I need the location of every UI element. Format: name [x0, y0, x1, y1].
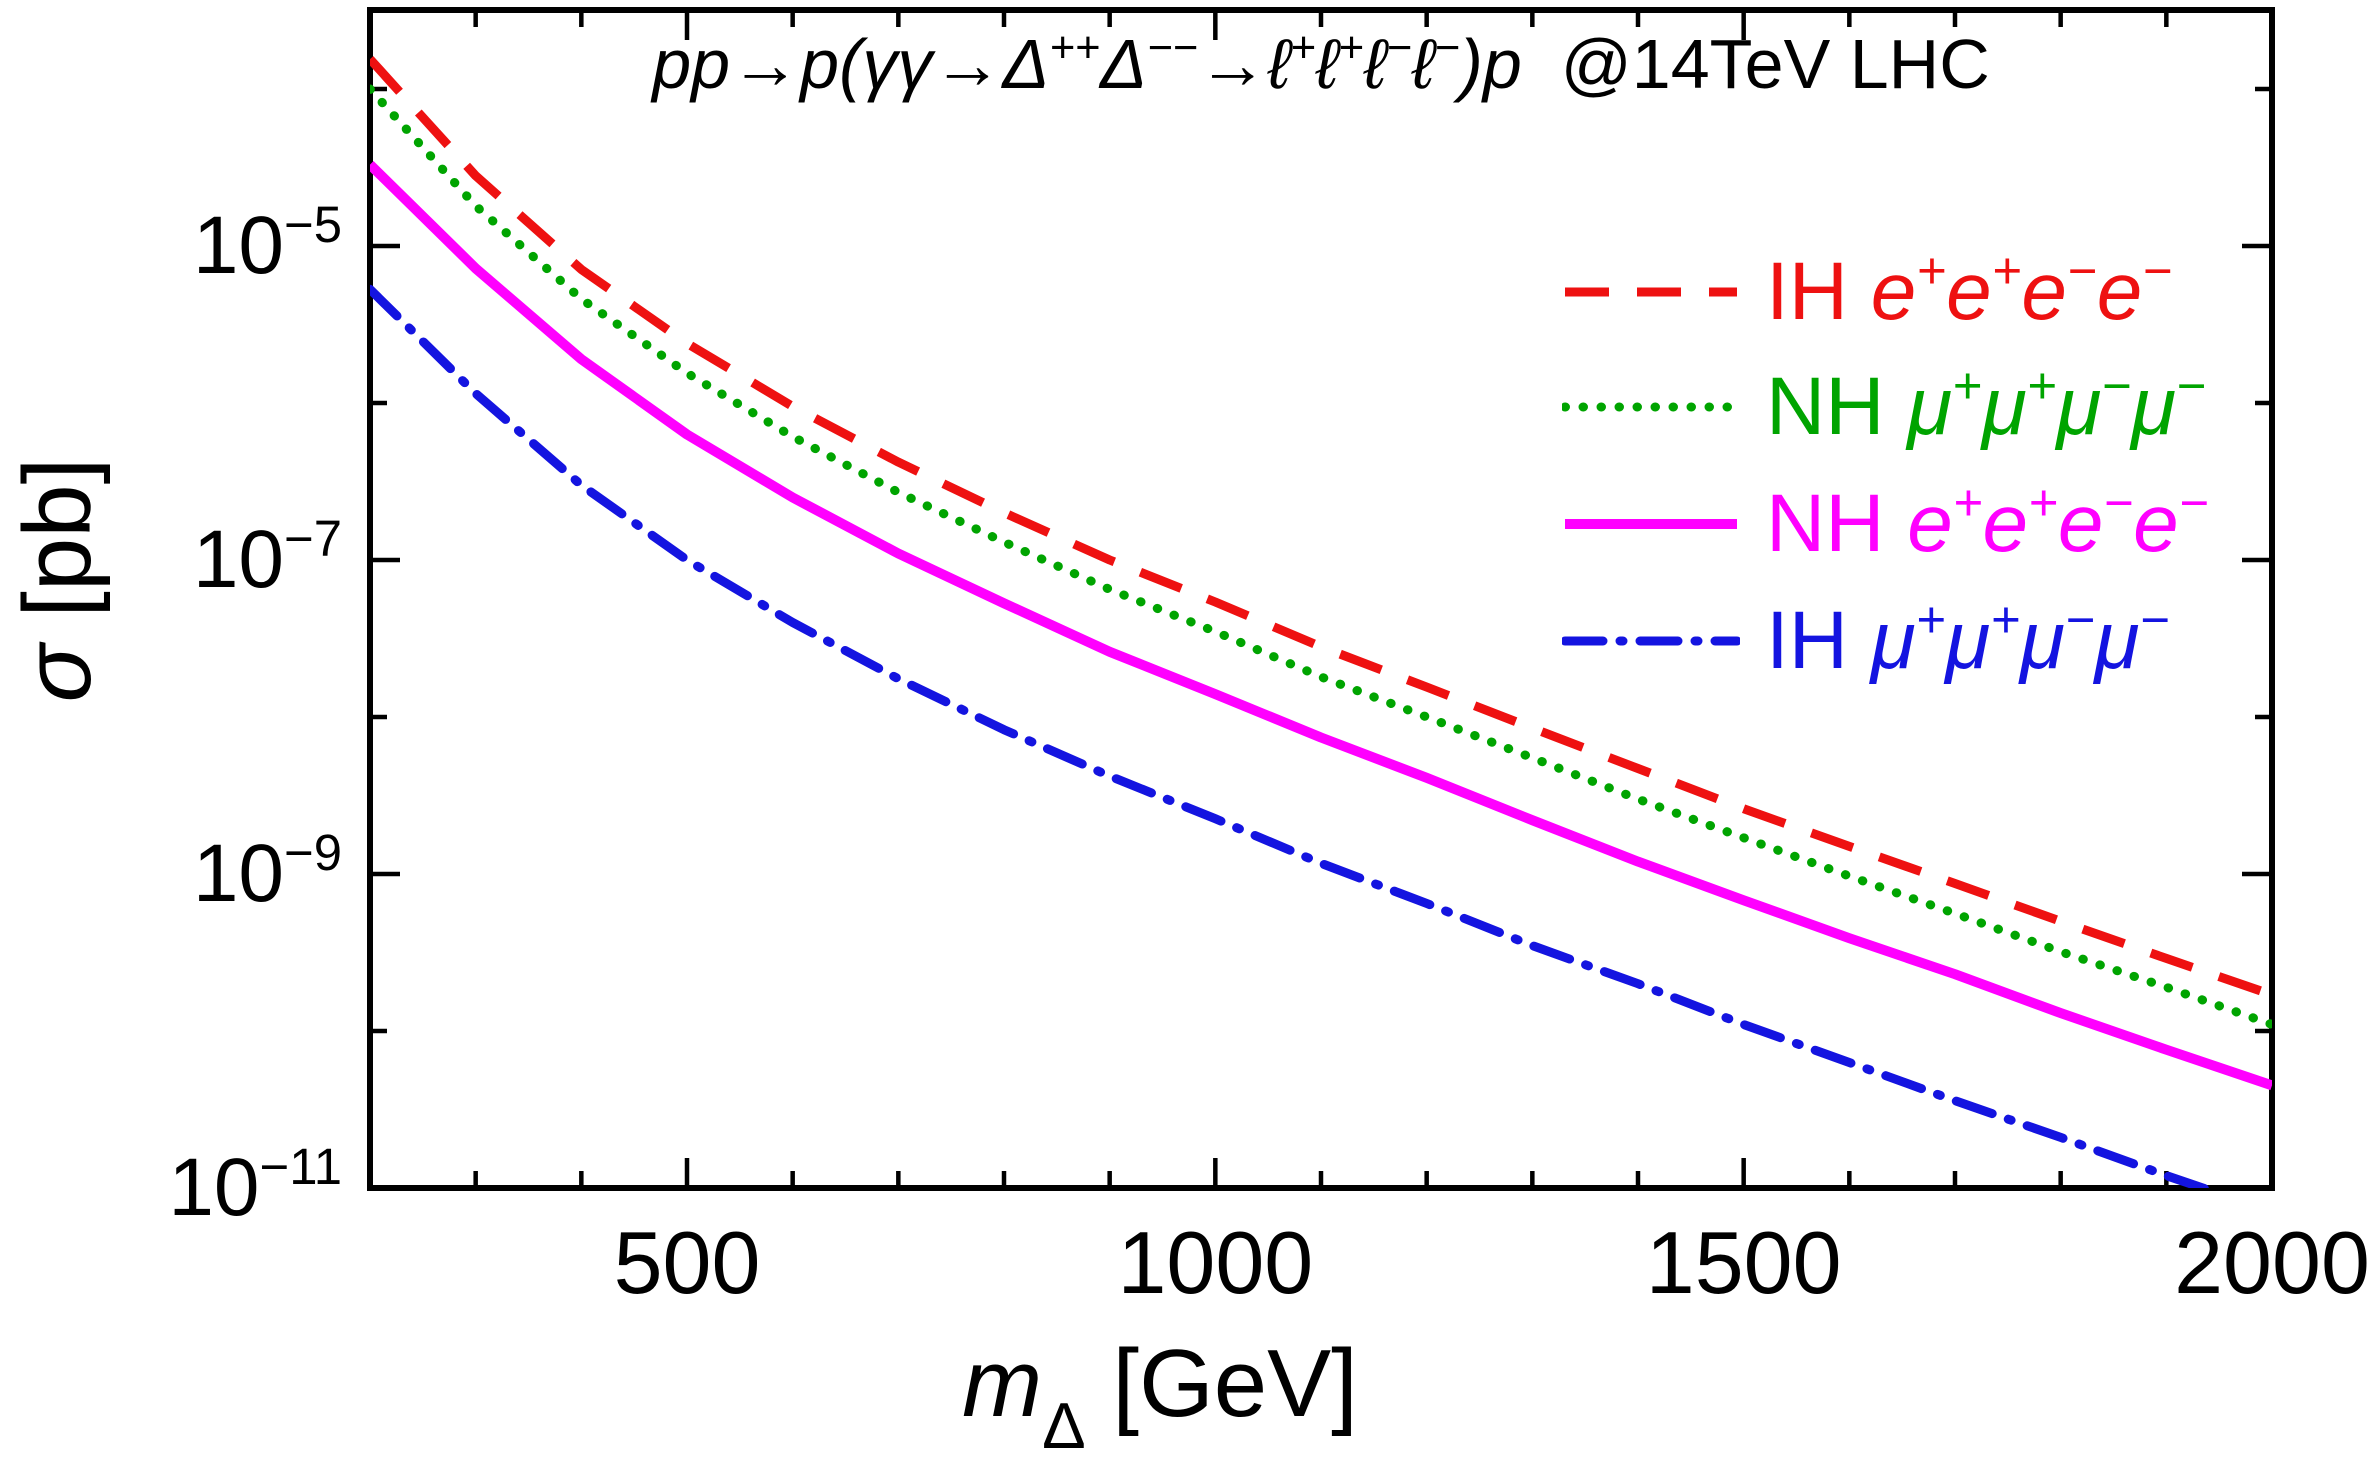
plot-title-energy: @14TeV LHC	[1521, 25, 1990, 103]
curve-ih-e-e-e-e-	[370, 56, 2272, 1000]
y-tick-label: 10−11	[168, 1138, 342, 1233]
legend-entry: IH μ+μ+μ−μ−	[1562, 593, 2169, 689]
plot-title: pp→p(γγ→Δ++Δ−−→ℓ+ℓ+ℓ−ℓ−)p @14TeV LHC	[370, 24, 2272, 104]
legend-line-sample	[1565, 519, 1737, 529]
x-tick-label: 1000	[1117, 1213, 1314, 1312]
x-tick-label: 1500	[1645, 1213, 1842, 1312]
y-tick-label: 10−5	[192, 196, 342, 291]
legend-entry: IH e+e+e−e−	[1562, 244, 2172, 340]
legend-entry: NH e+e+e−e−	[1562, 476, 2208, 572]
legend-label: IH μ+μ+μ−μ−	[1766, 591, 2170, 686]
y-tick-label: 10−9	[192, 824, 342, 919]
curve-nh-	[370, 84, 2272, 1029]
legend-line-sample	[1565, 287, 1737, 297]
plot-title-process: pp→p(γγ→Δ++Δ−−→ℓ+ℓ+ℓ−ℓ−)p	[652, 23, 1522, 103]
curve-ih-	[370, 284, 2217, 1188]
y-tick-label: 10−7	[192, 510, 342, 605]
x-tick-label: 2000	[2174, 1213, 2370, 1312]
curve-nh-e-e-e-e-	[370, 161, 2272, 1091]
legend-entry: NH μ+μ+μ−μ−	[1562, 359, 2206, 455]
legend-label: NH e+e+e−e−	[1766, 474, 2209, 569]
x-tick-label: 500	[613, 1213, 761, 1312]
legend-label: IH e+e+e−e−	[1766, 242, 2172, 337]
legend-label: NH μ+μ+μ−μ−	[1766, 357, 2206, 452]
x-axis-label: mΔ [GeV]	[962, 1330, 1358, 1462]
legend-line-sample	[1562, 402, 1740, 412]
legend-line-sample	[1562, 636, 1740, 646]
